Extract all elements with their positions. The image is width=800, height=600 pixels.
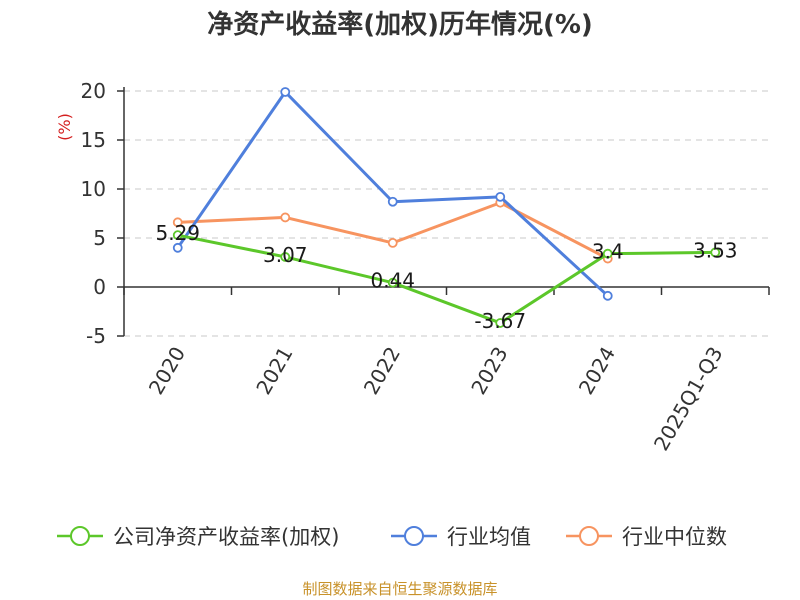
y-tick-label: 20 xyxy=(81,79,106,103)
data-label: 0.44 xyxy=(370,269,415,293)
x-tick-label: 2025Q1-Q3 xyxy=(649,343,728,455)
y-tick-label: 15 xyxy=(81,128,106,152)
x-tick-label: 2021 xyxy=(251,343,297,399)
legend-marker xyxy=(70,526,90,546)
data-point xyxy=(387,196,398,207)
y-tick-label: -5 xyxy=(86,324,106,348)
data-point xyxy=(495,318,506,328)
legend-label: 行业均值 xyxy=(447,525,531,549)
y-axis-label: (%) xyxy=(55,113,74,141)
data-point xyxy=(387,237,398,248)
x-tick-label: 2024 xyxy=(574,343,620,399)
data-label: 3.07 xyxy=(263,243,308,267)
series-line xyxy=(176,90,609,297)
y-tick-label: 10 xyxy=(81,177,106,201)
data-point xyxy=(280,87,291,97)
legend-label: 公司净资产收益率(加权) xyxy=(113,525,339,549)
y-tick-label: 5 xyxy=(93,226,106,250)
legend-marker xyxy=(404,526,424,546)
y-tick-label: 0 xyxy=(93,275,106,299)
data-label: 3.4 xyxy=(592,240,624,264)
data-label: 5.29 xyxy=(155,221,200,245)
source-note: 制图数据来自恒生聚源数据库 xyxy=(302,580,498,598)
data-point xyxy=(280,252,291,262)
x-tick-label: 2023 xyxy=(466,343,512,399)
series-line xyxy=(177,201,609,260)
legend-marker xyxy=(579,526,599,546)
data-point xyxy=(280,212,291,223)
x-tick-label: 2022 xyxy=(359,343,405,399)
data-point xyxy=(495,191,506,202)
data-point xyxy=(387,277,398,288)
data-point xyxy=(602,290,613,301)
legend-label: 行业中位数 xyxy=(622,525,727,549)
data-label: 3.53 xyxy=(693,238,738,262)
series-line xyxy=(177,233,716,325)
data-point xyxy=(172,217,183,228)
x-tick-label: 2020 xyxy=(144,343,190,399)
chart-title: 净资产收益率(加权)历年情况(%) xyxy=(207,10,593,40)
data-point xyxy=(172,230,183,241)
data-point xyxy=(710,247,721,258)
data-point xyxy=(172,242,183,253)
data-point xyxy=(602,248,613,259)
data-label: -3.67 xyxy=(474,309,526,333)
